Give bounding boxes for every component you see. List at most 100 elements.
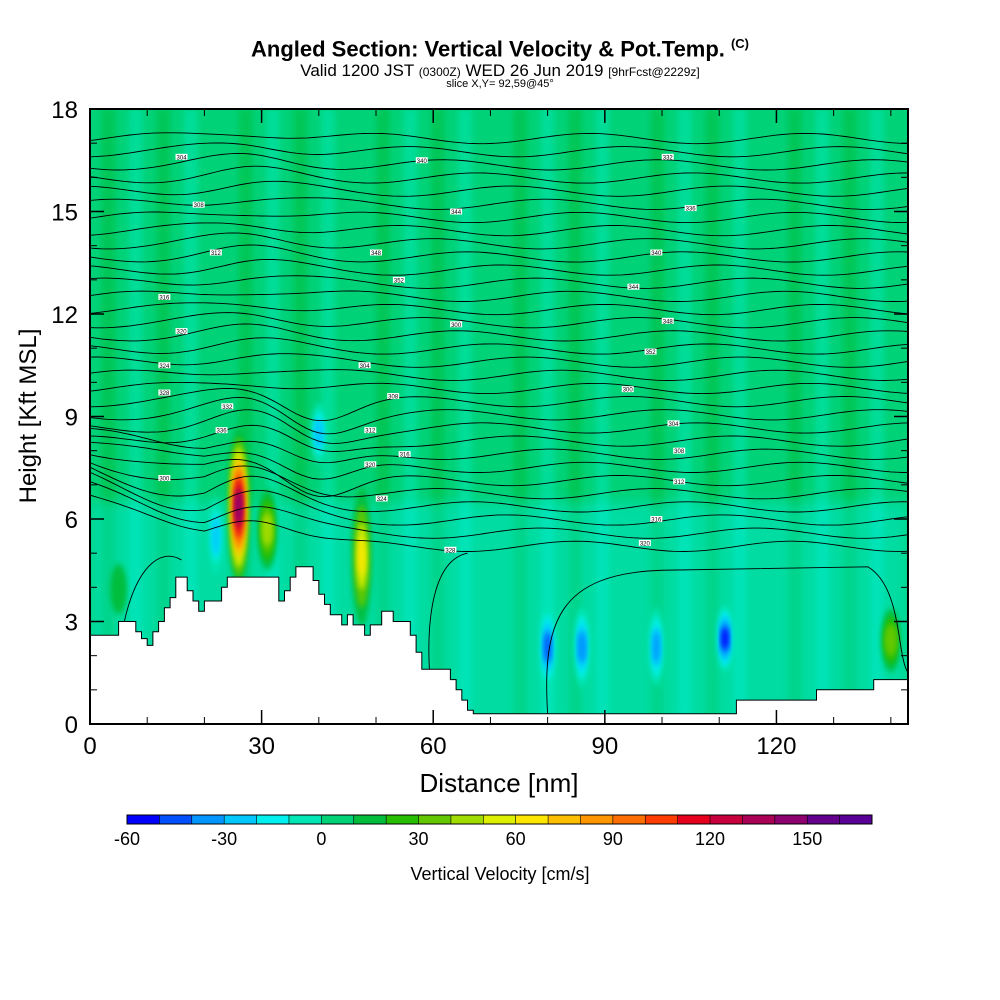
colorbar-label: Vertical Velocity [cm/s] — [410, 864, 590, 884]
theta-contour — [90, 312, 908, 329]
contour-labels: 300 304 308 312 316 320 324 328 332 336 340 344 348 3… — [158, 153, 697, 554]
contour-label-box — [450, 208, 463, 215]
contour-label-box — [175, 153, 188, 160]
colorbar-swatch — [645, 815, 679, 824]
velocity-core — [886, 627, 896, 654]
theta-contour — [90, 142, 908, 158]
contour-label: 300 — [451, 323, 462, 329]
colorbar-swatch — [386, 815, 420, 824]
colorbar-tick-label: 90 — [603, 829, 623, 849]
colorbar-swatch — [256, 815, 290, 824]
theta-contour — [123, 555, 182, 622]
valid-date: WED 26 Jun 2019 — [465, 61, 604, 80]
copyright-mark: (C) — [730, 36, 749, 51]
y-tick-label: 0 — [65, 712, 78, 739]
colorbar-swatch — [418, 815, 452, 824]
colorbar-swatch — [288, 815, 322, 824]
theta-contour — [90, 132, 908, 145]
colorbar: -60 -30 0 30 60 90 120 150 — [114, 814, 873, 849]
y-tick-label: 3 — [65, 610, 78, 637]
contour-label: 332 — [222, 405, 233, 411]
contour-label-box — [650, 249, 663, 256]
forecast-info: [9hrFcst@2229z] — [608, 65, 700, 79]
colorbar-swatch — [742, 815, 776, 824]
valid-time: Valid 1200 JST — [300, 61, 414, 80]
colorbar-swatch — [580, 815, 614, 824]
contour-label-box — [158, 362, 171, 369]
theta-contour — [90, 427, 908, 464]
theta-contour — [90, 258, 908, 276]
contour-label: 308 — [194, 203, 205, 209]
contour-label: 320 — [365, 463, 376, 469]
contour-label-box — [627, 283, 640, 290]
colorbar-swatch — [548, 815, 581, 824]
theta-contour — [90, 244, 908, 263]
theta-contour — [90, 232, 908, 250]
contour-label-box — [650, 516, 663, 522]
colorbar-swatch — [127, 815, 160, 824]
y-tick-label: 9 — [65, 405, 78, 432]
theta-contour — [90, 323, 908, 342]
contour-label-box — [644, 348, 657, 355]
contour-label-box — [175, 328, 188, 335]
x-axis-label: Distance [nm] — [420, 768, 579, 798]
colorbar-swatch — [839, 815, 873, 824]
x-tick-label: 60 — [420, 733, 447, 760]
y-axis-label: Height [Kft MSL] — [15, 329, 42, 504]
theta-contour — [90, 153, 908, 171]
colorbar-tick-label: -30 — [211, 829, 237, 849]
theta-contour — [90, 211, 908, 224]
contour-label-box — [450, 321, 463, 328]
contour-label: 344 — [628, 285, 639, 291]
colorbar-swatch — [321, 815, 355, 824]
contour-label-box — [364, 461, 377, 468]
colorbar-tick-label: 120 — [695, 829, 725, 849]
contour-label-box — [375, 495, 388, 502]
contour-label-box — [398, 451, 411, 458]
x-tick-label: 120 — [756, 733, 796, 760]
velocity-core — [544, 632, 551, 662]
zulu-time: (0300Z) — [418, 65, 461, 79]
contour-label: 312 — [365, 429, 376, 435]
x-tick-label: 0 — [83, 733, 96, 760]
contour-label-box — [684, 205, 697, 212]
contour-label-box — [667, 420, 680, 427]
terrain — [89, 566, 909, 725]
contour-label: 316 — [159, 295, 170, 301]
contour-label: 308 — [388, 395, 399, 401]
colorbar-swatch — [515, 815, 549, 824]
contour-label-box — [221, 403, 234, 410]
theta-contour — [90, 369, 908, 381]
contour-label: 304 — [360, 364, 371, 370]
contour-label-box — [673, 478, 686, 485]
contour-label: 300 — [623, 388, 634, 394]
velocity-core — [112, 570, 125, 608]
contour-label-box — [621, 386, 634, 393]
theta-contour — [90, 466, 908, 513]
contour-label: 308 — [674, 449, 685, 455]
y-tick-label: 12 — [51, 302, 78, 329]
theta-contour — [90, 353, 908, 368]
contour-label: 328 — [159, 391, 170, 397]
colorbar-tick-label: 150 — [792, 829, 822, 849]
contour-label-box — [209, 249, 222, 256]
contour-label: 332 — [663, 155, 674, 161]
contour-label-box — [215, 427, 228, 434]
velocity-core — [722, 628, 728, 649]
theta-contour — [90, 381, 908, 395]
colorbar-swatch — [224, 815, 258, 824]
theta-contour — [90, 471, 908, 526]
theta-contour — [90, 494, 908, 552]
chart-title: Angled Section: Vertical Velocity & Pot.… — [0, 36, 1000, 62]
colorbar-swatch — [774, 815, 808, 824]
theta-contour — [90, 165, 908, 184]
contour-label: 316 — [400, 453, 411, 459]
contour-label-box — [673, 447, 686, 454]
slice-label: slice X,Y= 92,59@45° — [446, 78, 554, 90]
contour-label: 312 — [674, 480, 685, 486]
theta-contour — [90, 409, 908, 444]
contour-label-box — [415, 157, 428, 164]
contour-label: 324 — [377, 497, 388, 503]
theta-contour — [90, 197, 908, 210]
theta-contour — [90, 462, 908, 500]
